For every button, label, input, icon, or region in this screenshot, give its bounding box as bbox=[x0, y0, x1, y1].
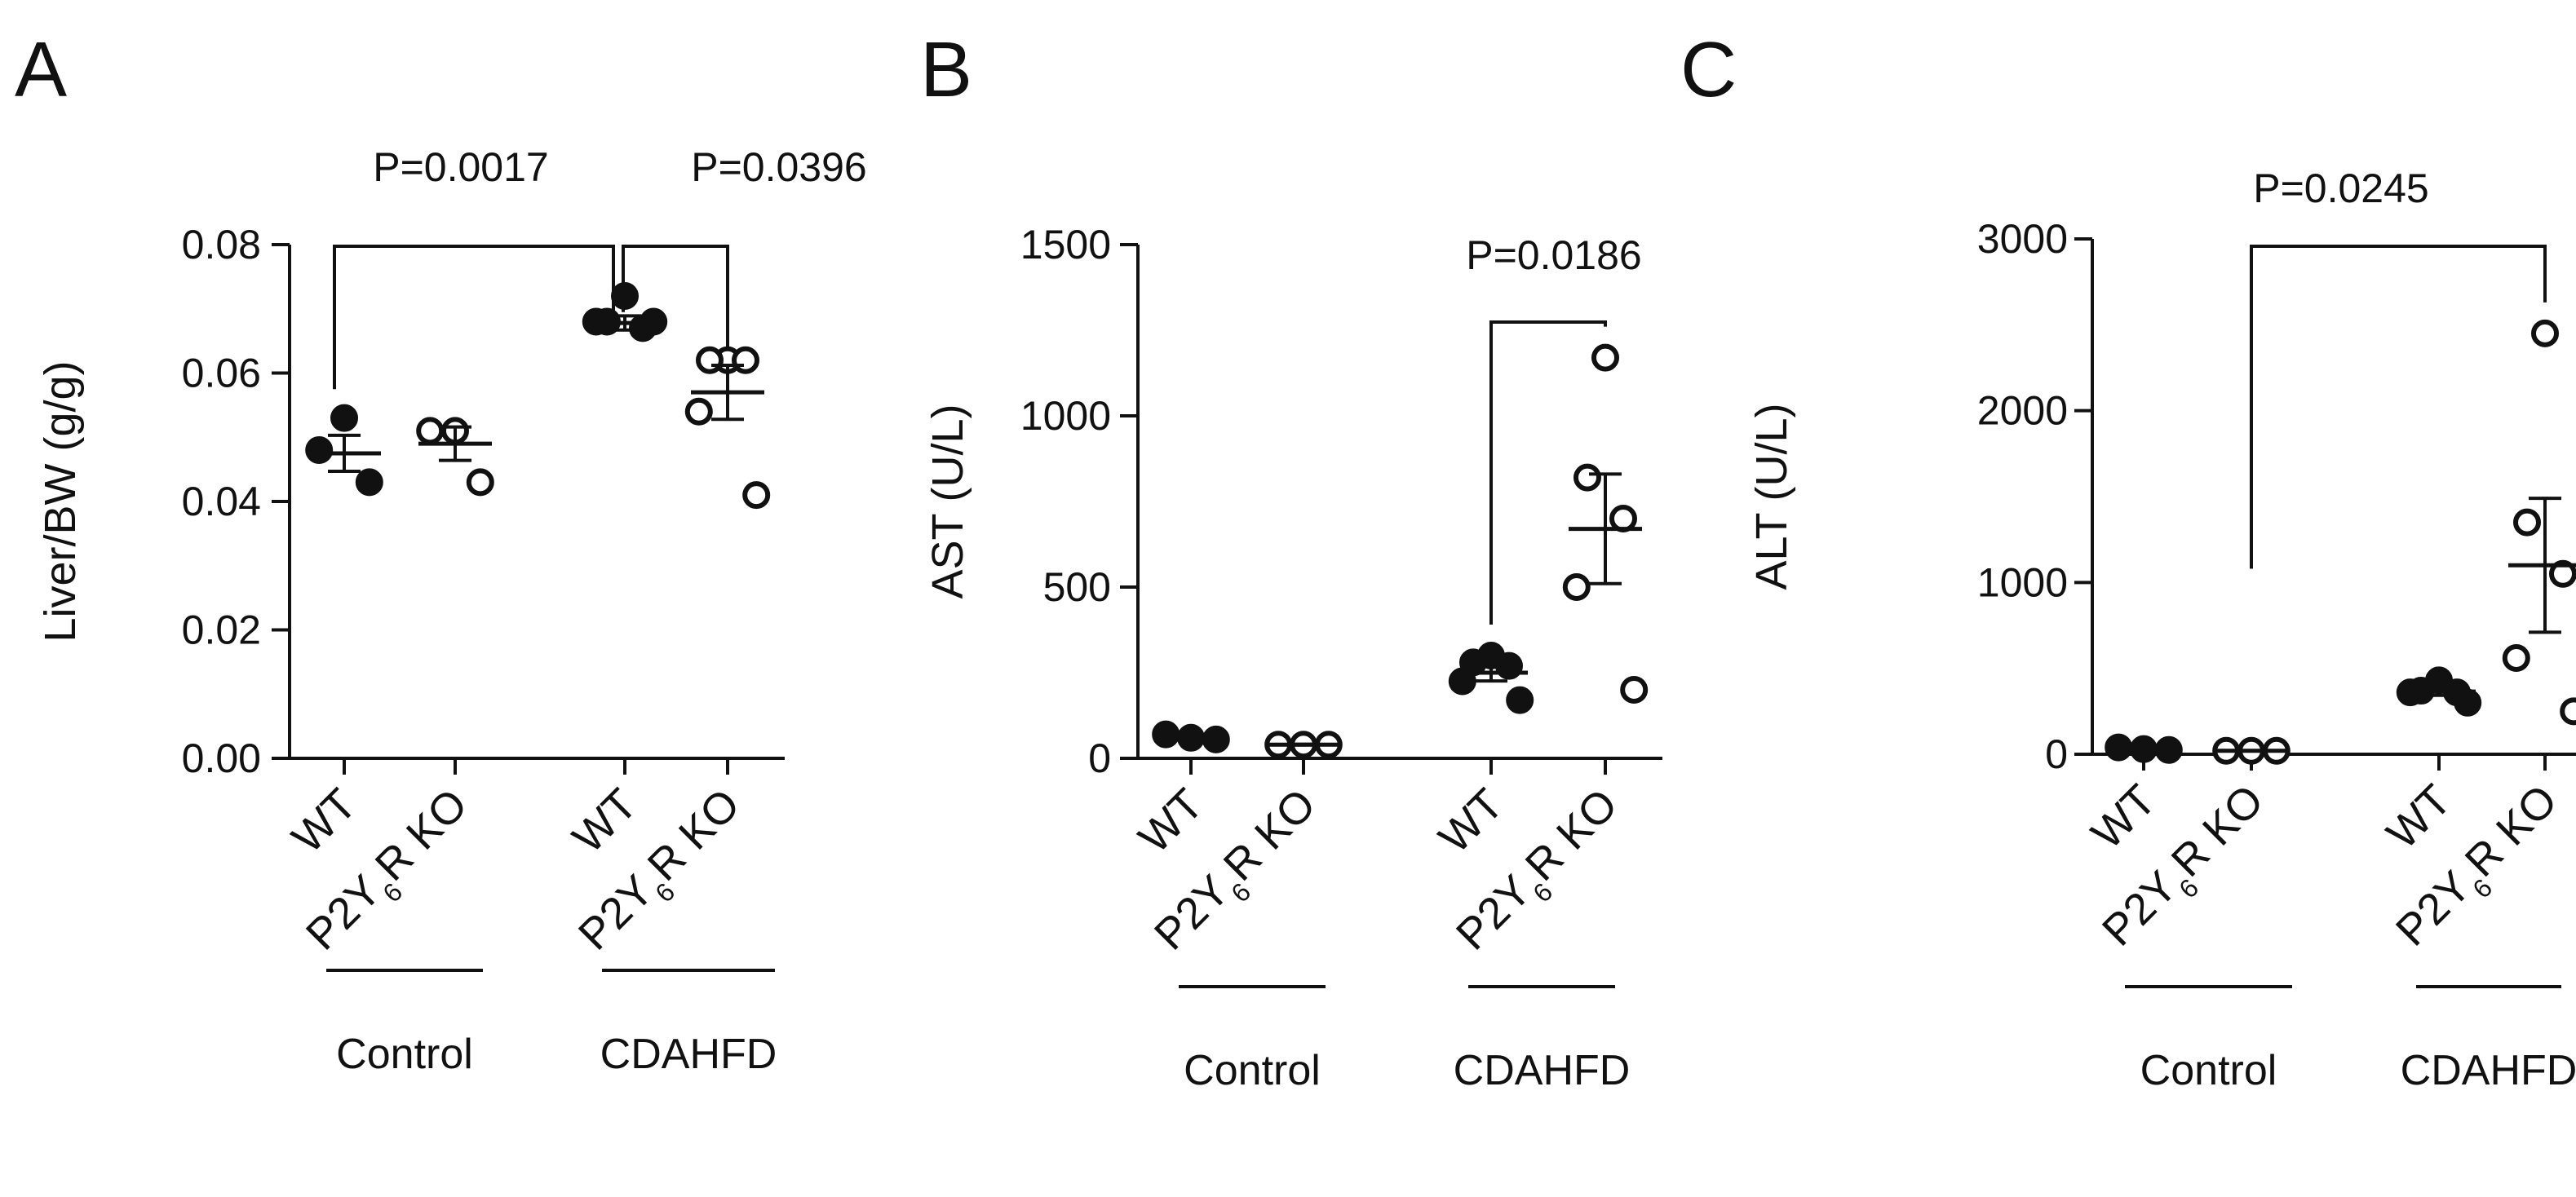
group-label: Control bbox=[1184, 1047, 1321, 1094]
data-point bbox=[2513, 508, 2541, 537]
data-point bbox=[2549, 559, 2576, 588]
data-point bbox=[1448, 667, 1476, 696]
data-point bbox=[416, 417, 445, 445]
x-category-label: WT bbox=[2082, 775, 2166, 859]
x-category-tail: R KO bbox=[366, 780, 477, 890]
group-label: CDAHFD bbox=[1454, 1047, 1631, 1094]
y-tick-label: 0.00 bbox=[182, 735, 261, 781]
y-tick-label: 500 bbox=[1043, 564, 1111, 610]
x-category-main: WT bbox=[564, 780, 647, 863]
y-tick-label: 1000 bbox=[1020, 393, 1111, 439]
x-category-tail: R KO bbox=[1516, 780, 1627, 890]
y-tick-label: 3000 bbox=[1977, 216, 2068, 262]
significance-bracket bbox=[1489, 320, 1607, 625]
y-tick-label: 1000 bbox=[1977, 559, 2068, 605]
x-category-label: WT bbox=[283, 780, 366, 863]
x-category-label: WT bbox=[564, 780, 647, 863]
data-point bbox=[2531, 319, 2559, 347]
y-axis-title: AST (U/L) bbox=[923, 404, 972, 598]
y-tick-label: 2000 bbox=[1977, 388, 2068, 434]
significance-bracket bbox=[2250, 245, 2547, 569]
x-category-main: P2Y bbox=[569, 866, 663, 960]
p-value-label: P=0.0017 bbox=[373, 144, 548, 190]
y-tick-label: 0 bbox=[2045, 731, 2068, 777]
data-point bbox=[2502, 644, 2530, 673]
x-category-label: WT bbox=[1130, 780, 1213, 863]
y-tick-label: 1500 bbox=[1020, 222, 1111, 267]
data-point bbox=[1591, 343, 1619, 372]
data-point bbox=[1573, 463, 1601, 492]
data-point bbox=[1506, 686, 1534, 714]
y-tick-label: 0.02 bbox=[182, 607, 261, 653]
x-category-main: P2Y bbox=[1447, 866, 1541, 960]
data-point bbox=[330, 404, 358, 432]
x-category-main: WT bbox=[2378, 775, 2461, 859]
group-label: Control bbox=[2140, 1047, 2277, 1094]
x-category-main: P2Y bbox=[2093, 862, 2187, 956]
y-tick-label: 0 bbox=[1088, 735, 1111, 781]
y-tick-label: 0.08 bbox=[182, 222, 261, 267]
panel-letter: B bbox=[920, 26, 972, 113]
panel-letter: C bbox=[1680, 26, 1737, 113]
data-point bbox=[1562, 573, 1591, 601]
significance-bracket bbox=[622, 245, 729, 347]
panel-letter: A bbox=[15, 26, 67, 113]
data-point bbox=[696, 346, 724, 374]
x-category-label: WT bbox=[1430, 780, 1513, 863]
x-category-main: WT bbox=[1130, 780, 1213, 863]
data-point bbox=[1620, 676, 1649, 704]
data-point bbox=[742, 481, 771, 510]
x-category-main: WT bbox=[283, 780, 366, 863]
significance-bracket bbox=[333, 245, 615, 390]
y-tick-label: 0.04 bbox=[182, 479, 261, 524]
data-point bbox=[1609, 505, 1637, 532]
group-label: CDAHFD bbox=[600, 1031, 777, 1078]
x-category-label: WT bbox=[2378, 775, 2461, 859]
x-category-tail: R KO bbox=[639, 780, 750, 890]
data-point bbox=[2560, 697, 2576, 726]
x-category-main: P2Y bbox=[2387, 862, 2481, 956]
x-category-tail: R KO bbox=[2162, 775, 2273, 886]
x-category-main: WT bbox=[1430, 780, 1513, 863]
data-point bbox=[684, 397, 713, 426]
y-tick-label: 0.06 bbox=[182, 351, 261, 396]
group-label: Control bbox=[336, 1031, 473, 1078]
group-label: CDAHFD bbox=[2401, 1047, 2576, 1094]
data-point bbox=[1152, 720, 1180, 749]
p-value-label: P=0.0245 bbox=[2253, 166, 2428, 211]
x-category-tail: R KO bbox=[1215, 780, 1326, 890]
p-value-label: P=0.0186 bbox=[1466, 232, 1641, 278]
data-point bbox=[732, 346, 759, 374]
y-axis-title: ALT (U/L) bbox=[1747, 403, 1796, 590]
data-point bbox=[355, 468, 383, 497]
data-point bbox=[2454, 688, 2482, 717]
p-value-label: P=0.0396 bbox=[691, 144, 866, 190]
x-category-main: P2Y bbox=[297, 866, 391, 960]
data-point bbox=[305, 436, 334, 464]
data-point bbox=[466, 468, 494, 497]
x-category-tail: R KO bbox=[2456, 775, 2567, 886]
x-category-main: P2Y bbox=[1145, 866, 1239, 960]
y-axis-title: Liver/BW (g/g) bbox=[36, 360, 85, 642]
x-category-main: WT bbox=[2082, 775, 2166, 859]
data-point bbox=[1202, 725, 1230, 753]
